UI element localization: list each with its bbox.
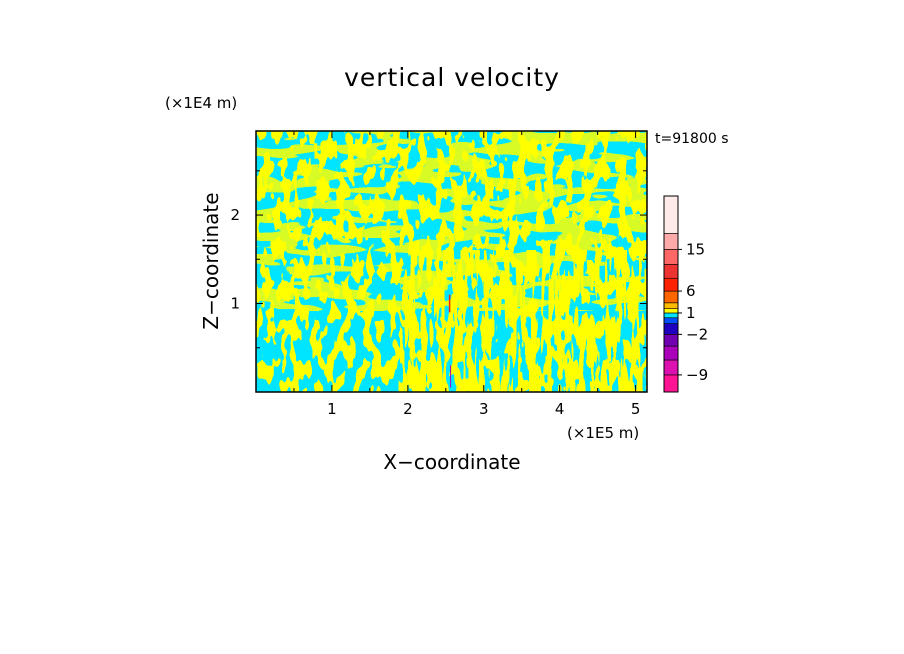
chart-title: vertical velocity	[344, 63, 560, 92]
x-tick-label: 2	[403, 400, 413, 418]
colorbar-band	[663, 359, 679, 376]
colorbar-band	[663, 317, 679, 324]
y-axis-title: Z−coordinate	[199, 192, 223, 329]
colorbar-band	[663, 323, 679, 335]
central-updraft-marks	[448, 294, 452, 388]
colorbar-tick-label: 1	[686, 304, 696, 322]
positive-velocity-stripes	[400, 250, 647, 392]
y-axis-ticks: 12	[230, 170, 647, 349]
x-axis-title: X−coordinate	[383, 450, 520, 474]
x-tick-label: 4	[555, 400, 565, 418]
colorbar-band	[663, 290, 679, 304]
vertical-velocity-field	[256, 131, 647, 392]
colorbar-band	[663, 277, 679, 292]
colorbar-band	[663, 249, 679, 265]
colorbar-band	[663, 312, 679, 319]
colorbar-tick-label: −2	[686, 325, 708, 343]
colorbar-frame	[663, 195, 679, 393]
colorbar-band	[663, 264, 679, 279]
x-axis-ticks: 1 2 3 4 5	[293, 131, 641, 418]
colorbar-band	[663, 195, 679, 234]
x-unit-label: (×1E5 m)	[567, 424, 639, 442]
x-tick-label: 5	[631, 400, 641, 418]
plot-frame	[255, 130, 648, 393]
y-tick-label: 2	[230, 206, 240, 224]
colorbar-band	[663, 334, 679, 347]
y-tick-label: 1	[230, 295, 240, 313]
x-tick-label: 3	[479, 400, 489, 418]
x-tick-label: 1	[327, 400, 337, 418]
time-label: t=91800 s	[655, 131, 729, 147]
colorbar-tick-label: −9	[686, 366, 708, 384]
colorbar-tick-label: 15	[686, 240, 705, 258]
y-unit-label: (×1E4 m)	[165, 94, 237, 112]
colorbar-band	[663, 374, 679, 393]
colorbar: 15 6 1 −2 −9	[663, 195, 708, 393]
colorbar-band	[663, 302, 679, 309]
colorbar-tick-label: 6	[686, 282, 696, 300]
colorbar-band	[663, 308, 679, 314]
colorbar-band	[663, 233, 679, 250]
colorbar-band	[663, 345, 679, 361]
